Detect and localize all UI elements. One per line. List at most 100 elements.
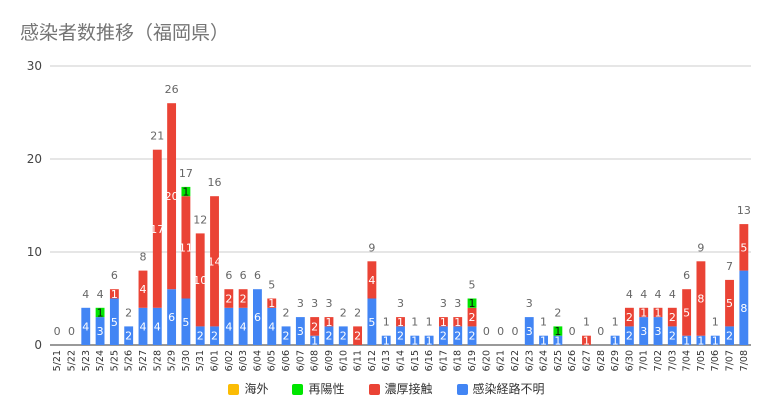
total-label: 12 [193, 213, 207, 226]
bar-segment [553, 335, 563, 345]
total-label: 4 [669, 288, 676, 301]
segment-label: 1 [683, 334, 690, 347]
total-label: 13 [737, 204, 751, 217]
segment-label: 17 [150, 223, 164, 236]
total-label: 3 [526, 297, 533, 310]
legend-label: 海外 [244, 382, 269, 396]
x-tick-label: 7/04 [682, 350, 693, 371]
x-tick-label: 6/01 [210, 350, 221, 371]
bar-segment [453, 326, 463, 345]
segment-label: 1 [111, 288, 118, 301]
bar-segment [324, 317, 334, 327]
bar-segment [195, 326, 205, 345]
segment-label: 3 [640, 325, 647, 338]
segment-label: 1 [268, 297, 275, 310]
segment-label: 2 [469, 311, 476, 324]
bar-segment [424, 335, 434, 345]
bar-segment [210, 326, 219, 345]
bar-segment [152, 149, 162, 308]
bar-segment [696, 261, 706, 336]
segment-label: 1 [469, 297, 476, 310]
x-tick-label: 5/27 [138, 350, 149, 371]
bar-segment [338, 326, 348, 345]
x-tick-label: 7/02 [653, 350, 664, 371]
segment-label: 2 [211, 330, 218, 343]
bar-segment [396, 326, 405, 345]
total-label: 1 [583, 316, 590, 329]
segment-label: 2 [225, 293, 232, 306]
bar-segment [624, 326, 634, 345]
x-tick-label: 6/28 [596, 350, 607, 371]
bar-segment [181, 196, 191, 299]
segment-label: 4 [225, 320, 232, 333]
x-tick-label: 7/01 [639, 350, 650, 371]
total-label: 4 [640, 288, 647, 301]
segment-label: 2 [397, 330, 404, 343]
x-tick-label: 6/22 [510, 350, 521, 371]
segment-label: 2 [340, 330, 347, 343]
total-label: 6 [225, 269, 232, 282]
bar-segment [367, 261, 377, 299]
total-label: 3 [325, 297, 332, 310]
segment-label: 1 [697, 334, 704, 347]
total-label: 16 [208, 176, 222, 189]
bar-segment [367, 298, 377, 345]
segment-label: 4 [368, 274, 375, 287]
bar-segment [381, 335, 391, 345]
segment-label: 1 [554, 325, 561, 338]
total-label: 0 [569, 325, 576, 338]
x-tick-label: 5/22 [66, 350, 77, 371]
bar-segment [467, 307, 477, 327]
x-tick-label: 6/30 [624, 350, 635, 371]
segment-label: 4 [139, 320, 146, 333]
segment-label: 1 [426, 334, 433, 347]
total-label: 1 [612, 316, 619, 329]
x-tick-label: 5/28 [152, 350, 163, 371]
segment-label: 1 [325, 316, 332, 329]
bar-segment [310, 335, 320, 345]
bar-segment [725, 326, 734, 345]
segment-label: 1 [182, 186, 189, 199]
x-tick-label: 6/29 [610, 350, 621, 371]
bar-segment [639, 307, 649, 318]
x-tick-label: 6/24 [539, 350, 550, 371]
segment-label: 6 [254, 311, 261, 324]
x-tick-label: 6/12 [367, 350, 378, 371]
segment-label: 2 [669, 330, 676, 343]
x-tick-label: 6/25 [553, 350, 564, 371]
segment-label: 2 [197, 330, 204, 343]
bar-segment [310, 317, 320, 336]
segment-label: 2 [325, 330, 332, 343]
segment-label: 2 [454, 330, 461, 343]
bar-segment [167, 103, 177, 290]
total-label: 2 [340, 306, 347, 319]
segment-label: 5 [368, 316, 375, 329]
y-tick-label: 0 [34, 338, 42, 352]
x-tick-label: 5/30 [181, 350, 192, 371]
bar-segment [453, 317, 463, 327]
total-label: 2 [283, 306, 290, 319]
total-label: 0 [68, 325, 75, 338]
bar-segment [95, 317, 105, 345]
x-tick-label: 6/17 [438, 350, 449, 371]
bar-segment [238, 307, 248, 345]
x-tick-label: 5/23 [81, 350, 92, 371]
total-label: 3 [311, 297, 318, 310]
total-label: 1 [712, 316, 719, 329]
segment-label: 5 [683, 306, 690, 319]
segment-label: 2 [626, 330, 633, 343]
total-label: 6 [254, 269, 261, 282]
segment-label: 1 [97, 306, 104, 319]
segment-label: 2 [469, 330, 476, 343]
bar-segment [324, 326, 334, 345]
total-label: 0 [54, 325, 61, 338]
segment-label: 2 [626, 311, 633, 324]
segment-label: 8 [697, 293, 704, 306]
x-tick-label: 6/07 [295, 350, 306, 371]
segment-label: 1 [712, 334, 719, 347]
total-label: 0 [483, 325, 490, 338]
total-label: 1 [411, 316, 418, 329]
x-tick-label: 5/21 [52, 350, 63, 371]
bar-segment [181, 298, 191, 345]
